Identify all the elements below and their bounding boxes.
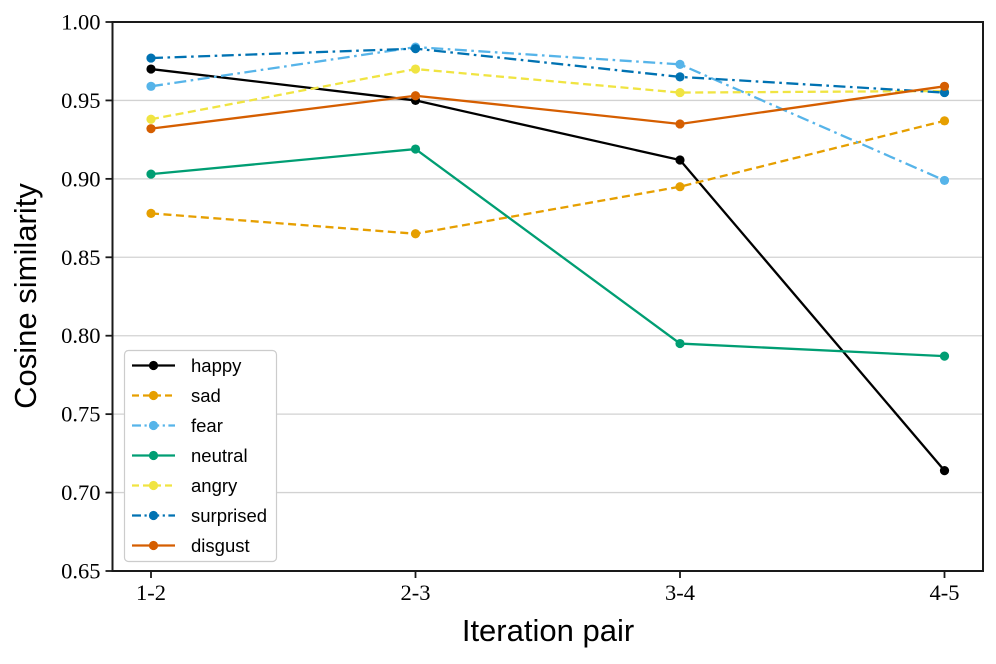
series-marker-neutral [410, 144, 421, 154]
x-tick-label: 3-4 [665, 580, 695, 605]
y-tick-label: 0.90 [61, 166, 100, 191]
legend-marker [148, 450, 159, 461]
y-tick-label: 0.80 [61, 323, 100, 348]
legend-label: surprised [191, 505, 267, 526]
series-marker-fear [675, 59, 685, 69]
legend-marker [148, 360, 159, 371]
legend-label: disgust [191, 535, 250, 556]
x-tick-label: 2-3 [401, 580, 431, 605]
series-marker-angry [410, 64, 421, 74]
series-marker-disgust [146, 124, 156, 134]
legend-label: angry [191, 475, 238, 496]
series-marker-sad [410, 229, 421, 239]
legend-item-sad: sad [132, 385, 221, 406]
legend-item-happy: happy [132, 355, 242, 376]
plot-border [111, 21, 984, 572]
series-marker-fear [146, 81, 156, 91]
series-marker-surprised [410, 44, 421, 54]
series-marker-fear [939, 175, 950, 186]
legend-item-surprised: surprised [132, 505, 267, 526]
legend-item-disgust: disgust [132, 535, 250, 556]
x-tick-label: 4-5 [930, 580, 960, 605]
series-marker-neutral [146, 169, 156, 179]
y-tick-label: 0.85 [61, 245, 100, 270]
series-line-surprised [150, 47, 945, 94]
y-axis-label: Cosine similarity [8, 183, 43, 409]
legend-marker [148, 540, 159, 551]
legend-marker [148, 390, 159, 401]
series-marker-angry [146, 114, 156, 124]
x-tick-label: 1-2 [136, 580, 166, 605]
series-marker-sad [146, 208, 156, 218]
legend-item-neutral: neutral [132, 445, 248, 466]
y-tick-label: 1.00 [61, 10, 100, 35]
series-marker-disgust [410, 91, 421, 101]
series-marker-sad [675, 182, 685, 192]
series-marker-sad [939, 116, 950, 126]
series-marker-disgust [939, 81, 950, 91]
y-tick-label: 0.70 [61, 480, 100, 505]
legend-marker [148, 510, 159, 521]
y-tick-label: 0.65 [61, 559, 100, 584]
series-marker-surprised [675, 72, 685, 82]
y-tick-label: 0.95 [61, 88, 100, 113]
series-line-angry [150, 67, 945, 121]
legend-item-fear: fear [132, 415, 223, 436]
legend-label: fear [191, 415, 223, 436]
legend-box [123, 349, 278, 563]
legend-label: happy [191, 355, 242, 376]
series-marker-neutral [675, 338, 685, 349]
legend-label: neutral [191, 445, 248, 466]
series-marker-disgust [675, 119, 685, 129]
series-marker-neutral [939, 351, 950, 361]
series-marker-angry [675, 87, 685, 98]
series-line-happy [150, 67, 946, 472]
legend-marker [148, 420, 159, 431]
series-line-disgust [150, 85, 945, 130]
x-axis-label: Iteration pair [461, 613, 635, 648]
series-marker-happy [675, 155, 685, 165]
series-line-neutral [150, 147, 945, 358]
series-marker-surprised [146, 53, 156, 63]
y-tick-label: 0.75 [61, 402, 100, 427]
series-marker-happy [146, 64, 156, 74]
series-marker-happy [939, 466, 950, 476]
legend-label: sad [191, 385, 221, 406]
legend-item-angry: angry [132, 475, 238, 496]
series-line-sad [150, 119, 945, 235]
legend-marker [148, 480, 159, 491]
